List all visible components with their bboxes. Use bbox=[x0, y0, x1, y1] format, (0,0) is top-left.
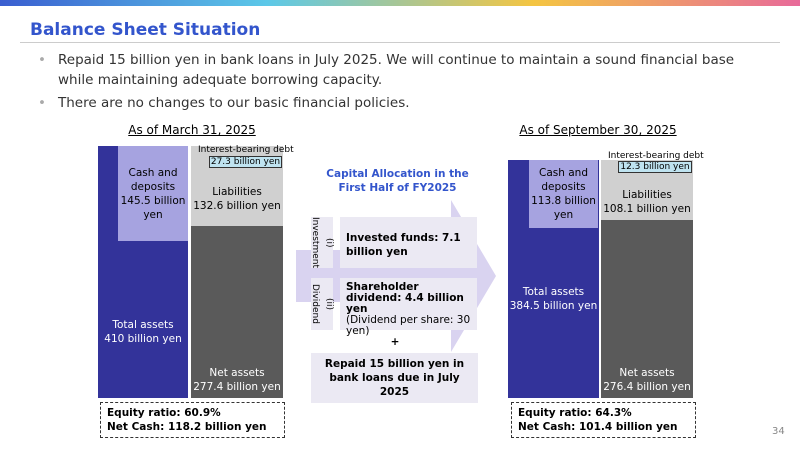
value: 132.6 billion yen bbox=[193, 200, 281, 212]
label: Net Cash: 118.2 billion yen bbox=[107, 421, 267, 433]
value: 276.4 billion yen bbox=[603, 381, 691, 393]
bullet-text: Repaid 15 billion yen in bank loans in J… bbox=[58, 52, 735, 88]
ratio-box: Equity ratio: 64.3% Net Cash: 101.4 billi… bbox=[511, 402, 696, 438]
net-assets: Net assets 276.4 billion yen bbox=[601, 220, 693, 398]
label: Liabilities bbox=[212, 186, 262, 198]
bullet: • There are no changes to our basic finan… bbox=[38, 95, 410, 111]
cash-box: Cash and deposits 145.5 billion yen bbox=[118, 146, 188, 241]
plus: + bbox=[390, 336, 400, 348]
label: Net Cash: 101.4 billion yen bbox=[518, 421, 678, 433]
investment-box: Invested funds: 7.1 billion yen bbox=[340, 217, 477, 268]
value: 384.5 billion yen bbox=[509, 300, 598, 312]
arrow bbox=[296, 200, 496, 352]
title-rule bbox=[20, 42, 780, 43]
title: Balance Sheet Situation bbox=[30, 20, 261, 40]
date: As of September 30, 2025 bbox=[519, 123, 677, 137]
debt-box: 27.3 billion yen bbox=[209, 156, 282, 168]
label: Cash and deposits 145.5 billion yen bbox=[120, 166, 186, 221]
dividend-box: Shareholder dividend: 4.4 billion yen (Di… bbox=[340, 278, 477, 337]
label: Net assets bbox=[619, 367, 675, 379]
value: 108.1 billion yen bbox=[603, 203, 691, 215]
allocation-title: Capital Allocation in the First Half of … bbox=[326, 168, 469, 194]
debt-box: 12.3 billion yen bbox=[618, 161, 692, 173]
top-strip bbox=[0, 0, 800, 6]
cash-box: Cash and deposits 113.8 billion yen bbox=[529, 160, 598, 228]
label: Liabilities bbox=[622, 189, 672, 201]
ratio-box: Equity ratio: 60.9% Net Cash: 118.2 billi… bbox=[100, 402, 285, 438]
value: 277.4 billion yen bbox=[193, 381, 281, 393]
note: (Dividend per share: 30 yen) bbox=[346, 314, 471, 337]
label: Cash and deposits 113.8 billion yen bbox=[531, 167, 596, 221]
page-number: 34 bbox=[772, 426, 785, 437]
label: Total assets bbox=[112, 319, 174, 331]
investment-label: (i) Investment bbox=[310, 217, 334, 268]
bullet-list: • Repaid 15 billion yen in bank loans in … bbox=[38, 50, 768, 113]
value: 410 billion yen bbox=[104, 333, 182, 345]
label: Net assets bbox=[209, 367, 265, 379]
date: As of March 31, 2025 bbox=[128, 123, 256, 137]
repaid-box: Repaid 15 billion yen in bank loans due … bbox=[311, 353, 478, 403]
debt-label: Interest-bearing debt bbox=[198, 145, 294, 155]
label: Equity ratio: 64.3% bbox=[518, 407, 632, 419]
net-assets: Net assets 277.4 billion yen bbox=[191, 226, 283, 398]
dividend-label: (ii) Dividend bbox=[310, 278, 334, 330]
debt-label: Interest-bearing debt bbox=[608, 151, 704, 161]
bullet-text: There are no changes to our basic financ… bbox=[58, 95, 410, 111]
label: Total assets bbox=[522, 286, 585, 298]
bullet: • Repaid 15 billion yen in bank loans in … bbox=[38, 52, 735, 88]
label: Equity ratio: 60.9% bbox=[107, 407, 221, 419]
label: Shareholder dividend: 4.4 billion yen bbox=[346, 281, 464, 315]
